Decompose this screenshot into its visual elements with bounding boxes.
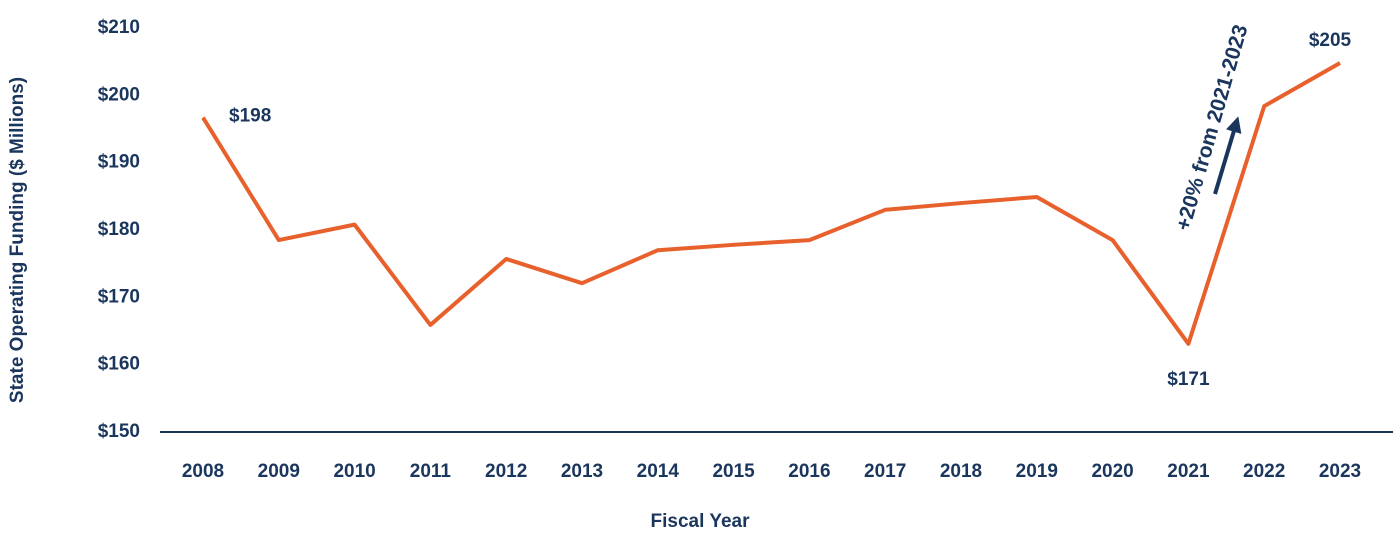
- annotation: $205: [1309, 30, 1352, 51]
- y-axis-title: State Operating Funding ($ Millions): [7, 77, 28, 403]
- x-tick-label: 2022: [1243, 461, 1285, 482]
- x-tick-label: 2011: [410, 461, 452, 482]
- x-tick-label: 2013: [561, 461, 603, 482]
- x-tick-label: 2010: [333, 461, 375, 482]
- x-tick-label: 2021: [1167, 461, 1210, 482]
- x-tick-label: 2019: [1016, 461, 1058, 482]
- x-tick-label: 2015: [712, 461, 755, 482]
- x-tick-label: 2016: [788, 461, 830, 482]
- x-axis-title: Fiscal Year: [651, 511, 751, 532]
- y-tick-label: $190: [98, 152, 140, 173]
- x-tick-label: 2017: [864, 461, 906, 482]
- y-tick-label: $170: [98, 286, 140, 307]
- x-tick-label: 2020: [1091, 461, 1133, 482]
- y-tick-label: $200: [98, 84, 140, 105]
- line-series: [201, 61, 1341, 346]
- y-tick-label: $160: [98, 354, 140, 375]
- y-tick-label: $150: [98, 421, 140, 442]
- callout-arrow: [1213, 116, 1242, 195]
- x-tick-label: 2014: [637, 461, 680, 482]
- y-tick-label: $180: [98, 219, 140, 240]
- annotation: $198: [229, 106, 271, 127]
- y-tick-label: $210: [98, 17, 140, 38]
- x-tick-label: 2023: [1319, 461, 1361, 482]
- callout: +20% from 2021-2023: [1172, 22, 1253, 233]
- annotation: $171: [1167, 369, 1210, 390]
- x-tick-label: 2012: [485, 461, 527, 482]
- x-tick-label: 2008: [182, 461, 224, 482]
- x-tick-label: 2009: [258, 461, 300, 482]
- x-tick-label: 2018: [940, 461, 982, 482]
